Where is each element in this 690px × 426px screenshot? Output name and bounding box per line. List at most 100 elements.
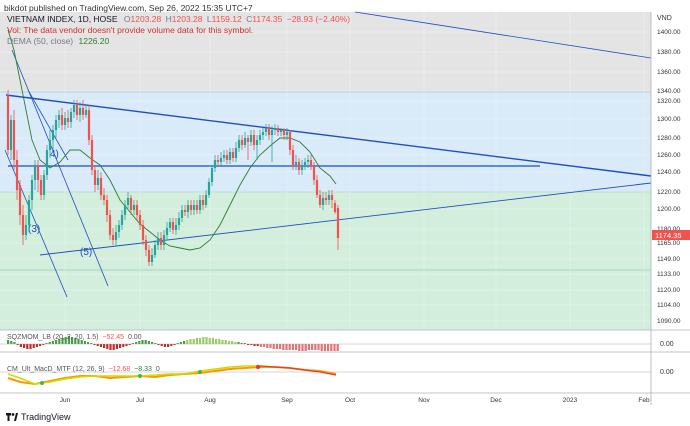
sqzmom-bar [58,339,61,344]
band-green [0,192,651,330]
candle-body [234,148,238,158]
sqzmom-bar [218,339,221,344]
candle-body [36,165,40,180]
trendlines [4,11,652,298]
sqzmom-bar [35,344,38,347]
sqzmom-bar [256,344,259,346]
candle-body [102,195,106,200]
candle-body [135,205,139,215]
sqzmom-value: −52.45 [102,334,124,341]
candle-body [174,225,178,230]
candle-body [225,155,229,160]
candle-body [90,140,94,170]
candle-body [300,165,304,170]
sqzmom-bar [237,342,240,344]
price-tick: 1120.00 [657,287,680,294]
trendline-top-right [354,11,652,59]
candle-body [99,178,103,195]
sqzmom-legend[interactable]: SQZMOM_LB (20, 2, 20, 1.5) −52.45 0.00 [7,334,142,341]
candle-body [120,215,124,225]
candle-body [294,162,298,165]
candle-body [153,245,157,255]
sqzmom-bar [51,341,54,344]
time-tick: Jul [136,397,145,404]
candle-body [45,150,49,175]
candle-body [318,195,322,205]
sqzmom-bar [327,344,330,351]
grid [0,12,651,393]
price-axis[interactable]: 1400.00 1380.00 1360.00 1340.00 1320.00 1300.… [657,29,681,325]
legend-symbol[interactable]: VIETNAM INDEX, 1D, HOSE [7,14,118,24]
candle-body [9,120,13,150]
sqzmom-bar [125,344,128,346]
candle-body [75,105,79,115]
sqzmom-bar [135,342,138,344]
sqzmom-bar [167,344,170,347]
time-axis[interactable]: Jun Jul Aug Sep Oct Nov Dec 2023 Feb [60,397,650,404]
sqzmom-bar [67,336,70,344]
candle-body [159,238,163,245]
candle-body [96,178,100,185]
time-tick: Oct [345,397,355,404]
sqzmom-bar [189,339,192,344]
sqzmom-bar [96,344,99,346]
candle-body [138,215,142,225]
sqzmom-bar [71,337,74,344]
sqzmom-bar [26,344,29,349]
wave-label-5: (5) [80,247,92,258]
candle-body [270,130,274,135]
tradingview-footer[interactable]: TradingView [6,412,71,422]
sqzmom-bar [23,344,26,348]
sqzmom-bar [208,338,211,344]
candle-body [141,225,145,240]
candle-body [198,200,202,210]
price-tick: 1149.00 [657,256,680,263]
candle-body [327,195,331,200]
sqzmom-bar [77,339,80,344]
candle-body [249,135,253,142]
sqzmom-bar [336,344,339,351]
wave-line-1 [11,49,109,287]
sqzmom-bar [103,344,106,348]
candle-body [42,175,46,195]
sqzmom-bar [144,340,147,344]
macd-legend[interactable]: CM_Ult_MacD_MTF (12, 26, 9) −12.68 −8.33… [7,366,160,373]
legend-dema-value: 1226.20 [78,36,110,46]
sqzmom-bar [259,344,262,347]
sqzmom-bar [176,343,179,344]
sqzmom-bar [80,340,83,344]
sqzmom-bar [112,344,115,350]
sqzmom-bar [48,342,51,344]
legend-dema-row: DEMA (50, close) 1226.20 [7,36,350,47]
candle-body [240,140,244,145]
candle-body [51,130,55,140]
price-tick: 1200.00 [657,206,681,213]
candle-body [276,128,280,132]
candle-body [63,118,67,125]
candle-body [183,210,187,212]
legend-high: 1203.28 [171,14,203,24]
sqzmom-bar [311,344,314,350]
tradingview-brand: TradingView [21,412,71,422]
candle-body [72,105,76,112]
tradingview-logo-icon [6,413,18,421]
candle-body [243,138,247,145]
sqzmom-bar [42,344,45,345]
sqzmom-bar [106,344,109,349]
sqzmom-bar [13,342,16,344]
legend-open: 1203.28 [130,14,162,24]
legend-dema-label[interactable]: DEMA (50, close) [7,36,74,46]
candle-body [48,140,52,150]
price-tick: 1260.00 [657,152,681,159]
legend-volume-note: Vol: The data vendor doesn't provide vol… [7,25,254,35]
candle-body [321,198,325,205]
sqzmom-bar [221,340,224,344]
sqzmom-bar [39,344,42,346]
candle-body [192,205,196,210]
sqzmom-bar [131,343,134,344]
candle-body [132,205,136,210]
candle-body [210,168,214,182]
candle-body [189,205,193,210]
candle-body [18,185,22,215]
